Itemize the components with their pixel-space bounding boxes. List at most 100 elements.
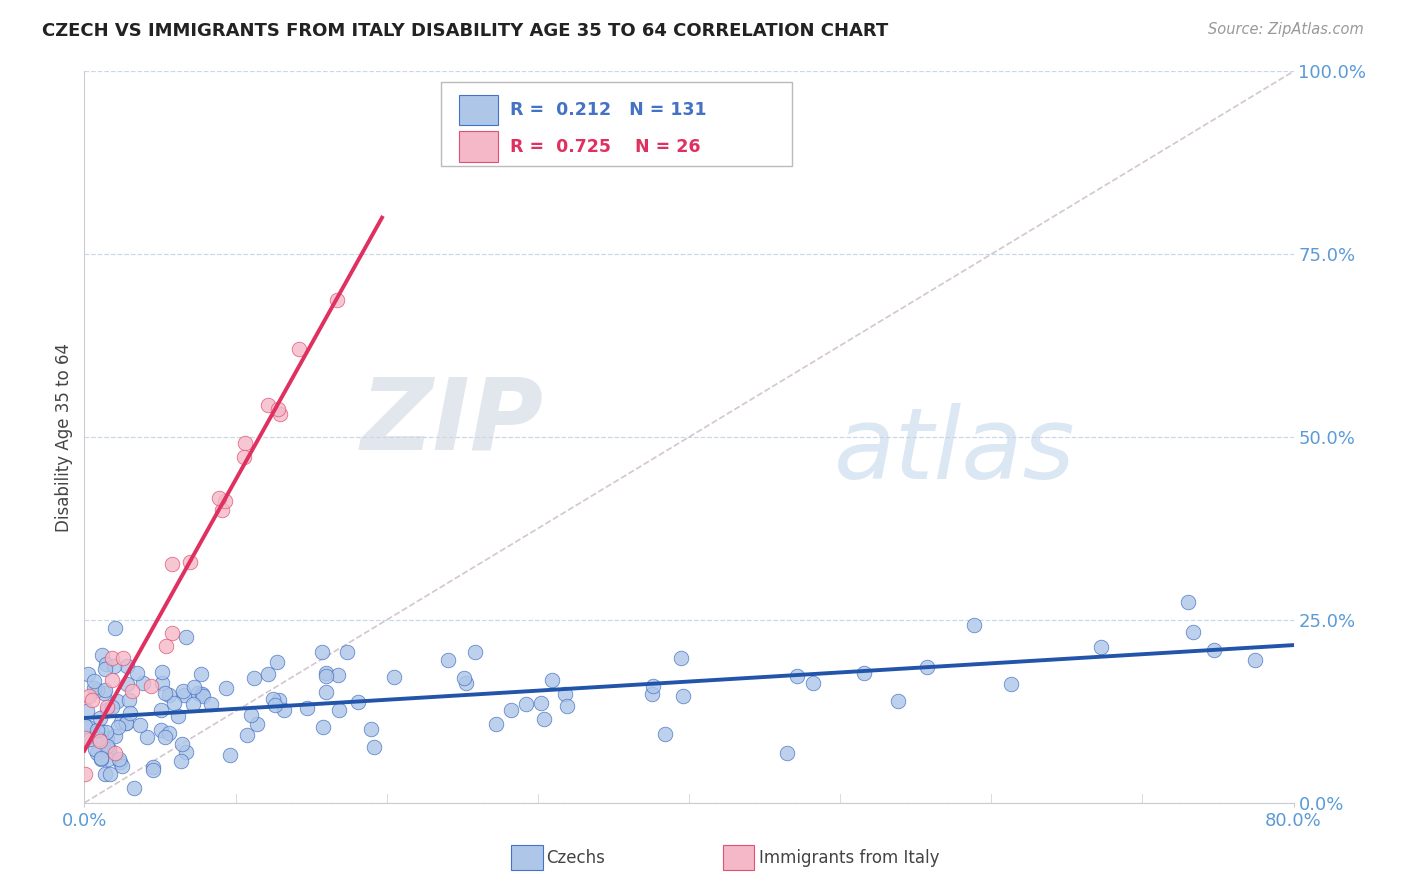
Point <box>267 402 290 417</box>
Point <box>122 781 145 796</box>
Point <box>104 621 127 635</box>
Point <box>264 698 287 712</box>
FancyBboxPatch shape <box>512 846 543 870</box>
Text: Source: ZipAtlas.com: Source: ZipAtlas.com <box>1208 22 1364 37</box>
Point <box>464 645 486 659</box>
Point <box>257 398 280 412</box>
Point <box>1181 625 1204 640</box>
Point <box>94 683 117 698</box>
Point <box>1243 653 1265 667</box>
Point <box>86 723 108 738</box>
Point <box>363 739 385 754</box>
Point <box>89 734 111 748</box>
Point <box>141 679 163 693</box>
Point <box>641 687 664 701</box>
Point <box>266 655 288 669</box>
Point <box>1202 643 1225 657</box>
FancyBboxPatch shape <box>460 95 498 126</box>
Point <box>90 648 112 662</box>
Point <box>86 682 108 697</box>
Point <box>97 751 120 765</box>
Point <box>239 708 262 723</box>
Point <box>150 665 173 679</box>
Point <box>179 555 201 569</box>
Point <box>852 665 875 680</box>
Point <box>163 696 186 710</box>
FancyBboxPatch shape <box>723 846 754 870</box>
Point <box>540 673 562 687</box>
Point <box>149 703 172 717</box>
Point <box>132 676 155 690</box>
Text: atlas: atlas <box>834 403 1076 500</box>
Point <box>75 719 97 733</box>
Point <box>125 666 148 681</box>
Point <box>917 660 939 674</box>
Point <box>530 696 553 710</box>
Point <box>1177 594 1199 608</box>
Point <box>484 717 506 731</box>
Point <box>79 731 101 746</box>
Text: Immigrants from Italy: Immigrants from Italy <box>759 848 939 867</box>
Point <box>83 673 105 688</box>
Point <box>557 698 579 713</box>
Point <box>533 713 555 727</box>
Point <box>297 701 319 715</box>
Point <box>211 502 233 516</box>
Point <box>86 746 108 760</box>
Point <box>118 693 141 707</box>
Point <box>94 662 117 676</box>
Point <box>654 727 676 741</box>
Point <box>100 673 122 687</box>
Point <box>128 717 150 731</box>
Point <box>142 763 165 777</box>
Point <box>107 720 129 734</box>
Point <box>208 491 231 505</box>
Point <box>315 666 337 681</box>
Point <box>214 494 236 508</box>
Point <box>157 689 180 703</box>
Point <box>336 645 359 659</box>
Point <box>101 650 124 665</box>
Text: Czechs: Czechs <box>547 848 605 867</box>
Point <box>96 739 118 754</box>
Point <box>287 343 309 357</box>
Point <box>326 293 349 307</box>
Y-axis label: Disability Age 35 to 64: Disability Age 35 to 64 <box>55 343 73 532</box>
Point <box>75 731 97 746</box>
Point <box>150 676 173 690</box>
Point <box>219 747 242 762</box>
Point <box>215 681 238 696</box>
Text: R =  0.725    N = 26: R = 0.725 N = 26 <box>510 137 700 156</box>
Point <box>94 767 117 781</box>
Point <box>105 694 128 708</box>
Point <box>643 679 665 693</box>
Point <box>117 676 139 690</box>
Point <box>118 706 141 720</box>
Point <box>100 700 122 714</box>
Point <box>191 690 214 704</box>
Point <box>315 668 337 682</box>
Point <box>776 746 799 760</box>
Point <box>155 730 177 744</box>
Point <box>77 690 100 704</box>
Point <box>181 697 204 711</box>
Point <box>243 671 266 685</box>
Point <box>963 618 986 632</box>
Point <box>328 703 350 717</box>
Point <box>360 722 382 736</box>
Point <box>554 687 576 701</box>
Point <box>98 767 121 781</box>
Text: ZIP: ZIP <box>361 374 544 471</box>
Point <box>669 650 692 665</box>
Point <box>83 681 105 695</box>
Point <box>150 723 173 738</box>
Point <box>183 681 205 695</box>
Point <box>96 731 118 745</box>
Point <box>136 730 159 744</box>
Point <box>267 692 290 706</box>
Point <box>269 407 291 421</box>
Point <box>200 697 222 711</box>
Point <box>76 666 98 681</box>
Point <box>96 699 118 714</box>
Point <box>76 704 98 718</box>
